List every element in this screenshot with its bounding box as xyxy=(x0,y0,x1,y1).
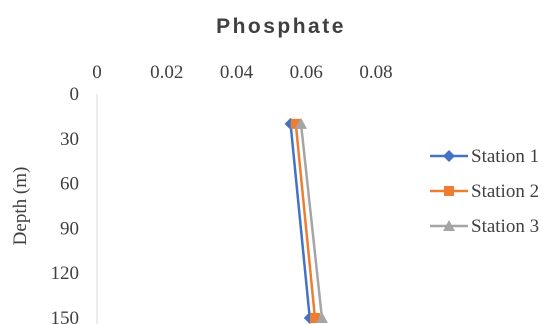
legend-item: Station 1 xyxy=(430,146,539,167)
y-tick-label: 90 xyxy=(60,218,79,239)
legend-item: Station 3 xyxy=(430,216,539,237)
x-tick-label: 0.02 xyxy=(150,62,183,83)
y-tick-label: 60 xyxy=(60,174,79,195)
legend: Station 1 Station 2 Station 3 xyxy=(430,146,539,237)
square-marker xyxy=(444,186,454,196)
x-tick-label: 0 xyxy=(92,62,102,83)
y-tick-label: 30 xyxy=(60,129,79,150)
series-line xyxy=(289,123,311,319)
square-marker xyxy=(290,118,301,129)
y-tick-label: 0 xyxy=(70,84,80,105)
x-axis-ticks: 0 0.02 0.04 0.06 0.08 xyxy=(92,62,392,83)
chart-title: Phosphate xyxy=(216,15,346,38)
y-axis-ticks: 0 30 60 90 120 150 xyxy=(51,84,80,324)
diamond-marker xyxy=(443,150,455,162)
series-3 xyxy=(295,117,328,323)
y-axis-title: Depth (m) xyxy=(10,167,31,246)
legend-item: Station 2 xyxy=(430,181,539,202)
series-group xyxy=(284,117,328,324)
series-2 xyxy=(290,118,320,323)
legend-label: Station 2 xyxy=(471,181,539,202)
y-tick-label: 150 xyxy=(51,308,80,324)
x-tick-label: 0.08 xyxy=(359,62,392,83)
triangle-marker xyxy=(315,312,328,323)
series-line xyxy=(294,123,317,319)
series-line xyxy=(299,123,324,319)
triangle-marker xyxy=(295,117,308,129)
y-tick-label: 120 xyxy=(51,263,80,284)
square-marker xyxy=(309,313,320,323)
legend-label: Station 1 xyxy=(471,146,539,167)
legend-label: Station 3 xyxy=(471,216,539,237)
x-tick-label: 0.04 xyxy=(220,62,254,83)
x-tick-label: 0.06 xyxy=(290,62,323,83)
triangle-marker xyxy=(443,220,455,231)
